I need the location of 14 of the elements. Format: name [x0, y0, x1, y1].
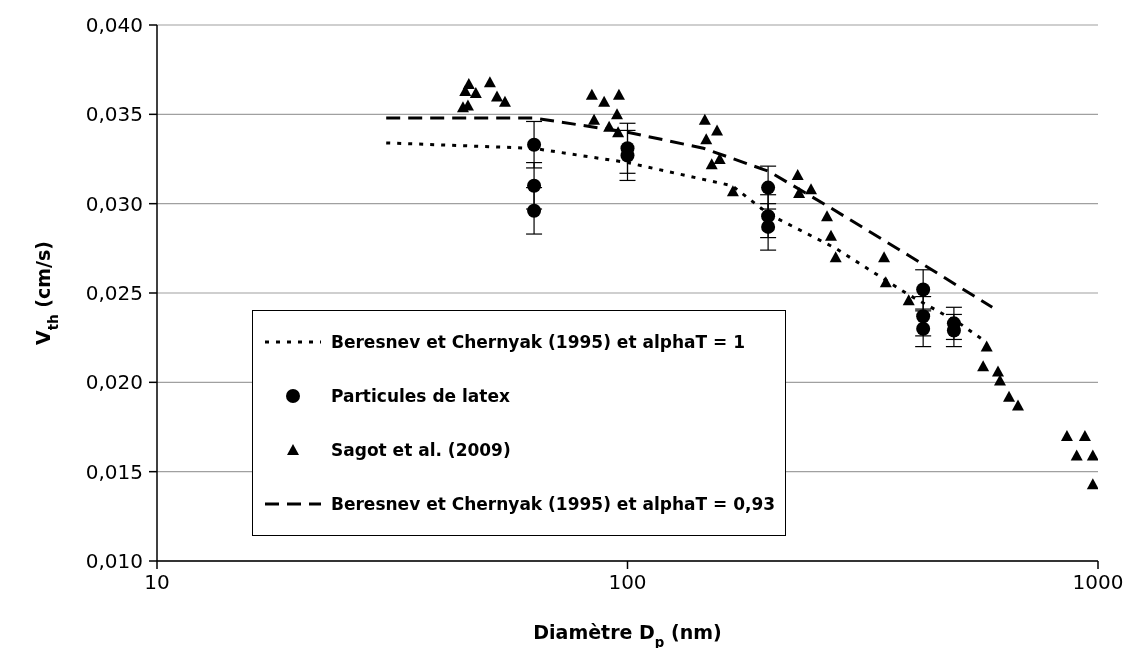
legend-label: Particules de latex: [331, 386, 510, 406]
x-tick-label: 1000: [1072, 570, 1124, 595]
y-tick-label: 0,010: [85, 549, 143, 574]
y-tick-label: 0,035: [85, 102, 143, 127]
x-tick-label: 10: [144, 570, 170, 595]
legend-label: Beresnev et Chernyak (1995) et alphaT = 0,93: [331, 494, 776, 514]
y-tick-label: 0,015: [85, 459, 143, 484]
y-tick-label: 0,030: [85, 191, 143, 216]
y-tick-label: 0,025: [85, 281, 143, 306]
y-tick-label: 0,020: [85, 370, 143, 395]
x-tick-label: 100: [608, 570, 647, 595]
y-tick-label: 0,040: [85, 13, 143, 38]
legend-label: Beresnev et Chernyak (1995) et alphaT = 1: [331, 332, 745, 352]
legend-label: Sagot et al. (2009): [331, 440, 511, 460]
